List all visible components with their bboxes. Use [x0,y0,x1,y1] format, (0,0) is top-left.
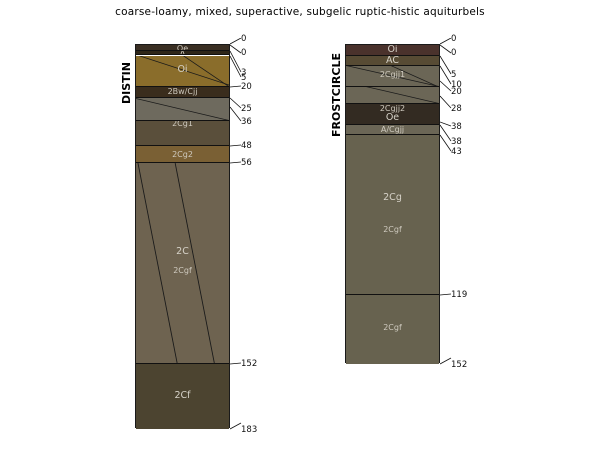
horizon-label: 2C [176,245,189,257]
depth-tick-label: 152 [241,359,258,370]
horizon-ac[interactable]: AC [346,55,439,66]
depth-tick-label: 43 [451,147,462,158]
cryoturbation-lines [138,55,229,86]
depth-tick-label: 48 [241,140,252,151]
depth-tick-label: 20 [451,87,462,97]
horizon-label: 2Cgf [383,322,402,332]
profile-name-frostcircle: FROSTCIRCLE [330,53,343,137]
horizon-2cg2[interactable]: 2Cg2 [136,145,229,163]
figure-title: coarse-loamy, mixed, superactive, subgel… [115,6,485,18]
horizon-sublabel: 2Cgf [383,225,402,235]
tick-line [230,51,242,73]
depth-axis-frostcircle: 0 0 5 10 20 28 [440,34,500,374]
horizon-unlabeled-mid[interactable] [346,87,439,104]
tick-line [440,121,452,127]
depth-tick-label: 0 [241,48,247,58]
tick-line [440,135,452,152]
horizon-label: 2Cg1 [172,120,193,128]
horizon-label: 2Cg2 [172,149,193,159]
tick-line [440,124,452,142]
tick-line [230,144,242,147]
tick-line [440,357,452,365]
tick-line [230,55,242,77]
tick-line [230,85,242,88]
tick-line [230,422,242,430]
horizon-label: 2Cgjj1 [379,70,406,79]
depth-tick-label: 56 [241,157,252,168]
depth-tick-label: 36 [241,116,252,127]
horizon-sublabel: Oe [385,111,400,123]
horizon-sublabel: 2Cgf [173,265,192,275]
horizon-label: A/Cgjj [380,124,405,134]
horizon-2cgjj2-oe[interactable]: 2Cgjj2 Oe [346,103,439,125]
tick-line [230,106,242,121]
depth-tick-label: 0 [241,34,247,44]
horizon-a-cgjj[interactable]: A/Cgjj [346,124,439,136]
tick-line [230,97,242,108]
horizon-unlabeled-upper[interactable] [136,97,229,121]
depth-tick-label: 38 [451,121,462,132]
depth-tick-label: 152 [451,360,468,370]
depth-tick-label: 20 [241,82,252,92]
depth-tick-label: 0 [451,34,457,44]
tick-line [230,362,242,365]
profile-column-frostcircle: Oi AC 2Cgjj1 2Cgjj2 [345,44,440,364]
profile-column-distin: Oe A Oi 2Bw/Cjj [135,44,230,429]
depth-tick-label: 38 [451,136,462,147]
horizon-label: Oi [177,63,188,75]
horizon-label: 2Cgjj2 [379,103,406,113]
horizon-label: 2Cf [174,390,191,402]
horizon-label: 2Cg [383,192,402,204]
cryoturbation-lines [137,162,215,363]
depth-tick-label: 0 [451,48,457,58]
horizon-oi[interactable]: Oi [346,45,439,56]
tick-line [230,44,242,54]
horizon-oi[interactable]: Oi [136,55,229,87]
horizon-2cgf[interactable]: 2Cgf [346,294,439,364]
depth-tick-label: 3 [241,68,247,79]
tick-line [440,80,452,92]
horizon-2cgjj1[interactable]: 2Cgjj1 [346,66,439,87]
tick-line [230,38,242,45]
tick-line [440,65,452,85]
tick-line [440,95,452,109]
horizon-label: 2Bw/Cjj [167,87,198,96]
cryoturbation-lines [346,66,439,86]
depth-tick-label: 28 [451,103,462,114]
horizon-2c[interactable]: 2C 2Cgf [136,162,229,365]
cryoturbation-lines [136,97,229,120]
horizon-label: Oi [387,45,398,55]
tick-line [230,161,242,163]
horizon-2cg1[interactable]: 2Cg1 [136,120,229,146]
depth-tick-label: 10 [451,80,462,90]
cryoturbation-lines [366,87,438,103]
depth-tick-label: 25 [241,103,252,114]
depth-tick-label: 5 [241,72,247,83]
depth-tick-label: 5 [451,69,457,80]
horizon-2bw-cjj[interactable]: 2Bw/Cjj [136,87,229,98]
depth-tick-label: 183 [241,425,258,435]
horizon-2cf[interactable]: 2Cf [136,364,229,429]
tick-line [440,44,452,54]
depth-axis-distin: 0 0 3 5 20 25 [230,34,290,435]
depth-tick-label: 119 [451,289,468,300]
tick-line [440,55,452,74]
tick-line [440,38,452,45]
tick-line [440,293,452,296]
horizon-label: AC [386,55,399,66]
horizon-2cg[interactable]: 2Cg 2Cgf [346,135,439,295]
profile-name-distin: DISTIN [120,62,133,104]
